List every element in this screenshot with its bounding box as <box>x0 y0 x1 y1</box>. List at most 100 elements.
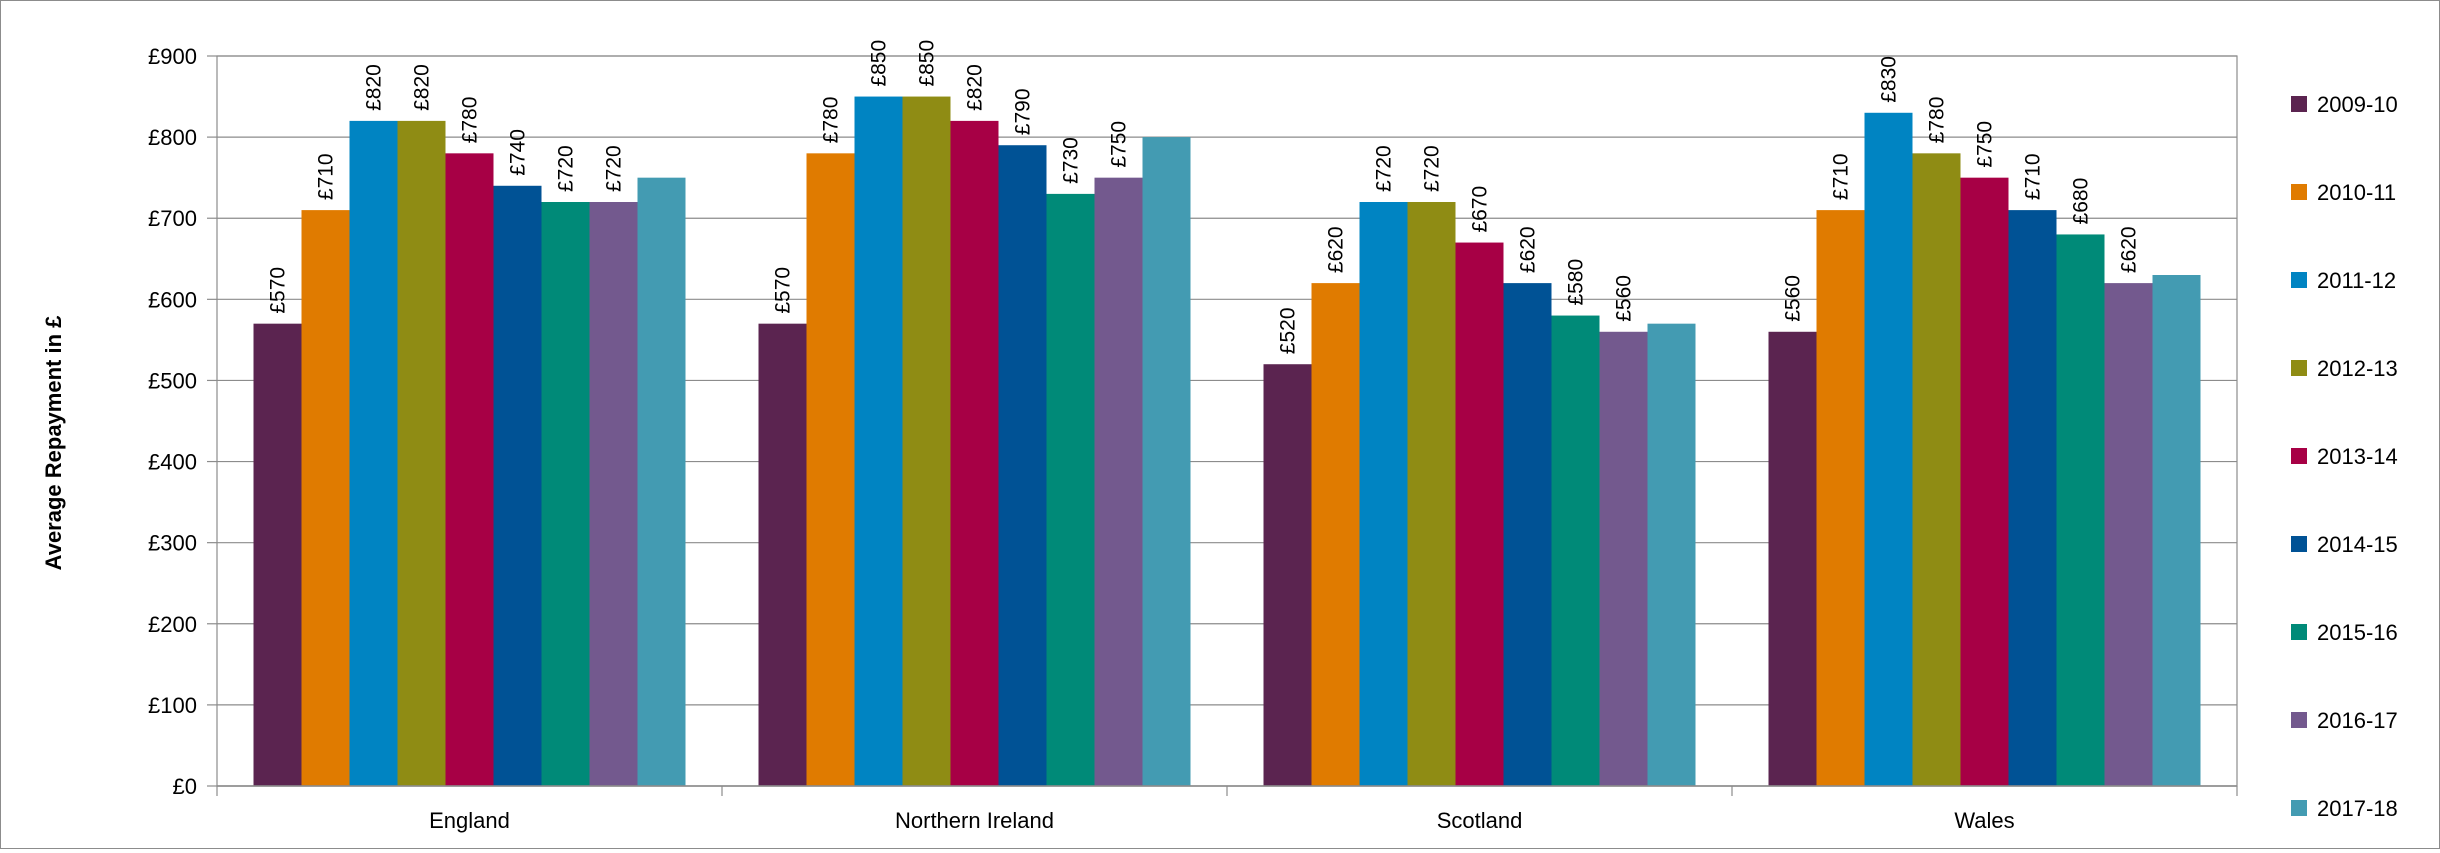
data-label: £820 <box>363 64 386 111</box>
legend-label: 2015-16 <box>2317 620 2398 645</box>
bar-england-2009-10 <box>253 323 302 786</box>
data-label: £850 <box>916 40 939 87</box>
bar-wales-2013-14 <box>1960 177 2009 786</box>
data-label: £560 <box>1613 275 1636 322</box>
bar-scotland-2010-11 <box>1311 283 1360 786</box>
legend: 2009-10 2010-11 2011-12 2012-13 2013-14 2014-… <box>2291 92 2398 821</box>
bar-england-2010-11 <box>301 210 350 787</box>
data-label: £720 <box>1373 145 1396 192</box>
y-tick-label: £700 <box>148 206 197 231</box>
legend-swatch-2013-14 <box>2291 448 2307 464</box>
bar-wales-2017-18 <box>2152 275 2201 786</box>
legend-label: 2010-11 <box>2317 180 2396 205</box>
legend-label: 2012-13 <box>2317 356 2398 381</box>
bar-scotland-2015-16 <box>1551 315 1600 786</box>
bar-wales-2009-10 <box>1768 331 1817 786</box>
bar-scotland-2012-13 <box>1407 202 1456 786</box>
y-tick-label: £500 <box>148 368 197 393</box>
bar-scotland-2017-18 <box>1647 323 1696 786</box>
axes: £0 £100 £200 £300 £400 £500 £600 £700 £800 £900 En… <box>148 44 2238 833</box>
y-tick-label: £200 <box>148 612 197 637</box>
legend-swatch-2009-10 <box>2291 96 2307 112</box>
data-label: £820 <box>411 64 434 111</box>
bar-england-2012-13 <box>397 120 446 786</box>
data-label: £710 <box>315 153 338 200</box>
data-label: £710 <box>2022 153 2045 200</box>
data-label: £680 <box>2070 178 2093 225</box>
bar-england-2014-15 <box>493 185 542 786</box>
bar-northern-ireland-2016-17 <box>1094 177 1143 786</box>
bar-northern-ireland-2010-11 <box>806 153 855 787</box>
bar-northern-ireland-2011-12 <box>854 96 903 787</box>
data-label: £780 <box>1926 97 1949 144</box>
legend-swatch-2017-18 <box>2291 800 2307 816</box>
data-label: £750 <box>1974 121 1997 168</box>
legend-swatch-2014-15 <box>2291 536 2307 552</box>
bar-scotland-2016-17 <box>1599 331 1648 786</box>
bar-wales-2014-15 <box>2008 210 2057 787</box>
y-tick-label: £600 <box>148 287 197 312</box>
legend-label: 2009-10 <box>2317 92 2398 117</box>
x-tick-label: Scotland <box>1437 808 1523 833</box>
data-label: £720 <box>603 145 626 192</box>
data-label: £570 <box>267 267 290 314</box>
data-label: £620 <box>1325 226 1348 273</box>
legend-swatch-2010-11 <box>2291 184 2307 200</box>
legend-swatch-2011-12 <box>2291 272 2307 288</box>
bar-northern-ireland-2009-10 <box>758 323 807 786</box>
data-label: £850 <box>868 40 891 87</box>
bar-england-2015-16 <box>541 202 590 786</box>
bar-wales-2010-11 <box>1816 210 1865 787</box>
bar-wales-2015-16 <box>2056 234 2105 786</box>
bar-england-2017-18 <box>637 177 686 786</box>
data-label: £780 <box>459 97 482 144</box>
y-tick-label: £0 <box>173 774 197 799</box>
legend-swatch-2016-17 <box>2291 712 2307 728</box>
legend-label: 2017-18 <box>2317 796 2398 821</box>
x-tick-label: Northern Ireland <box>895 808 1054 833</box>
data-labels: £570 £710 £820 £820 £780 £740 £720 £720 £570 £780… <box>267 40 2141 354</box>
data-label: £820 <box>964 64 987 111</box>
bar-northern-ireland-2013-14 <box>950 120 999 786</box>
data-label: £790 <box>1012 89 1035 136</box>
bar-scotland-2009-10 <box>1263 364 1312 786</box>
legend-label: 2011-12 <box>2317 268 2396 293</box>
legend-swatch-2015-16 <box>2291 624 2307 640</box>
data-label: £620 <box>1517 226 1540 273</box>
bar-northern-ireland-2012-13 <box>902 96 951 787</box>
legend-label: 2014-15 <box>2317 532 2398 557</box>
bar-northern-ireland-2017-18 <box>1142 137 1191 787</box>
data-label: £750 <box>1108 121 1131 168</box>
data-label: £560 <box>1782 275 1805 322</box>
bar-scotland-2013-14 <box>1455 242 1504 787</box>
data-label: £670 <box>1469 186 1492 233</box>
bar-wales-2016-17 <box>2104 283 2153 786</box>
data-label: £570 <box>772 267 795 314</box>
data-label: £740 <box>507 129 530 176</box>
legend-label: 2016-17 <box>2317 708 2398 733</box>
legend-swatch-2012-13 <box>2291 360 2307 376</box>
bar-wales-2012-13 <box>1912 153 1961 787</box>
bar-scotland-2011-12 <box>1359 202 1408 786</box>
bar-northern-ireland-2014-15 <box>998 145 1047 786</box>
x-tick-label: Wales <box>1954 808 2014 833</box>
data-label: £580 <box>1565 259 1588 306</box>
y-tick-label: £900 <box>148 44 197 69</box>
data-label: £710 <box>1830 153 1853 200</box>
x-tick-label: England <box>429 808 510 833</box>
bars <box>253 96 2201 787</box>
y-axis-title: Average Repayment in £ <box>41 315 66 570</box>
bar-wales-2011-12 <box>1864 112 1913 787</box>
bar-england-2013-14 <box>445 153 494 787</box>
y-tick-label: £800 <box>148 125 197 150</box>
data-label: £830 <box>1878 56 1901 103</box>
data-label: £720 <box>1421 145 1444 192</box>
bar-england-2016-17 <box>589 202 638 786</box>
data-label: £780 <box>820 97 843 144</box>
data-label: £720 <box>555 145 578 192</box>
y-tick-label: £400 <box>148 450 197 475</box>
bar-england-2011-12 <box>349 120 398 786</box>
data-label: £730 <box>1060 137 1083 184</box>
